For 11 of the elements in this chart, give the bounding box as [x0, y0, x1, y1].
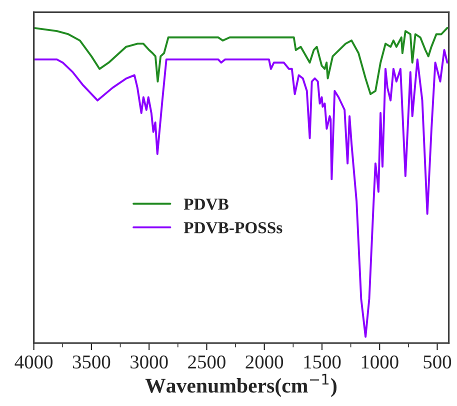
x-tick-label: 3500: [72, 355, 110, 369]
x-tick-label: 4000: [14, 355, 53, 369]
x-tick-label: 2000: [246, 355, 284, 369]
legend-label: PDVB-POSSs: [184, 222, 282, 234]
x-tick-label: 3000: [130, 355, 168, 369]
x-tick-label: 500: [424, 355, 452, 369]
x-axis-title: Wavenumbers(cm$^{−1}$): [145, 374, 336, 397]
x-tick-label: 1000: [362, 355, 398, 369]
x-tick-label: 2500: [188, 355, 226, 369]
legend-label: PDVB: [184, 198, 228, 210]
x-tick-label: 1500: [304, 355, 341, 369]
